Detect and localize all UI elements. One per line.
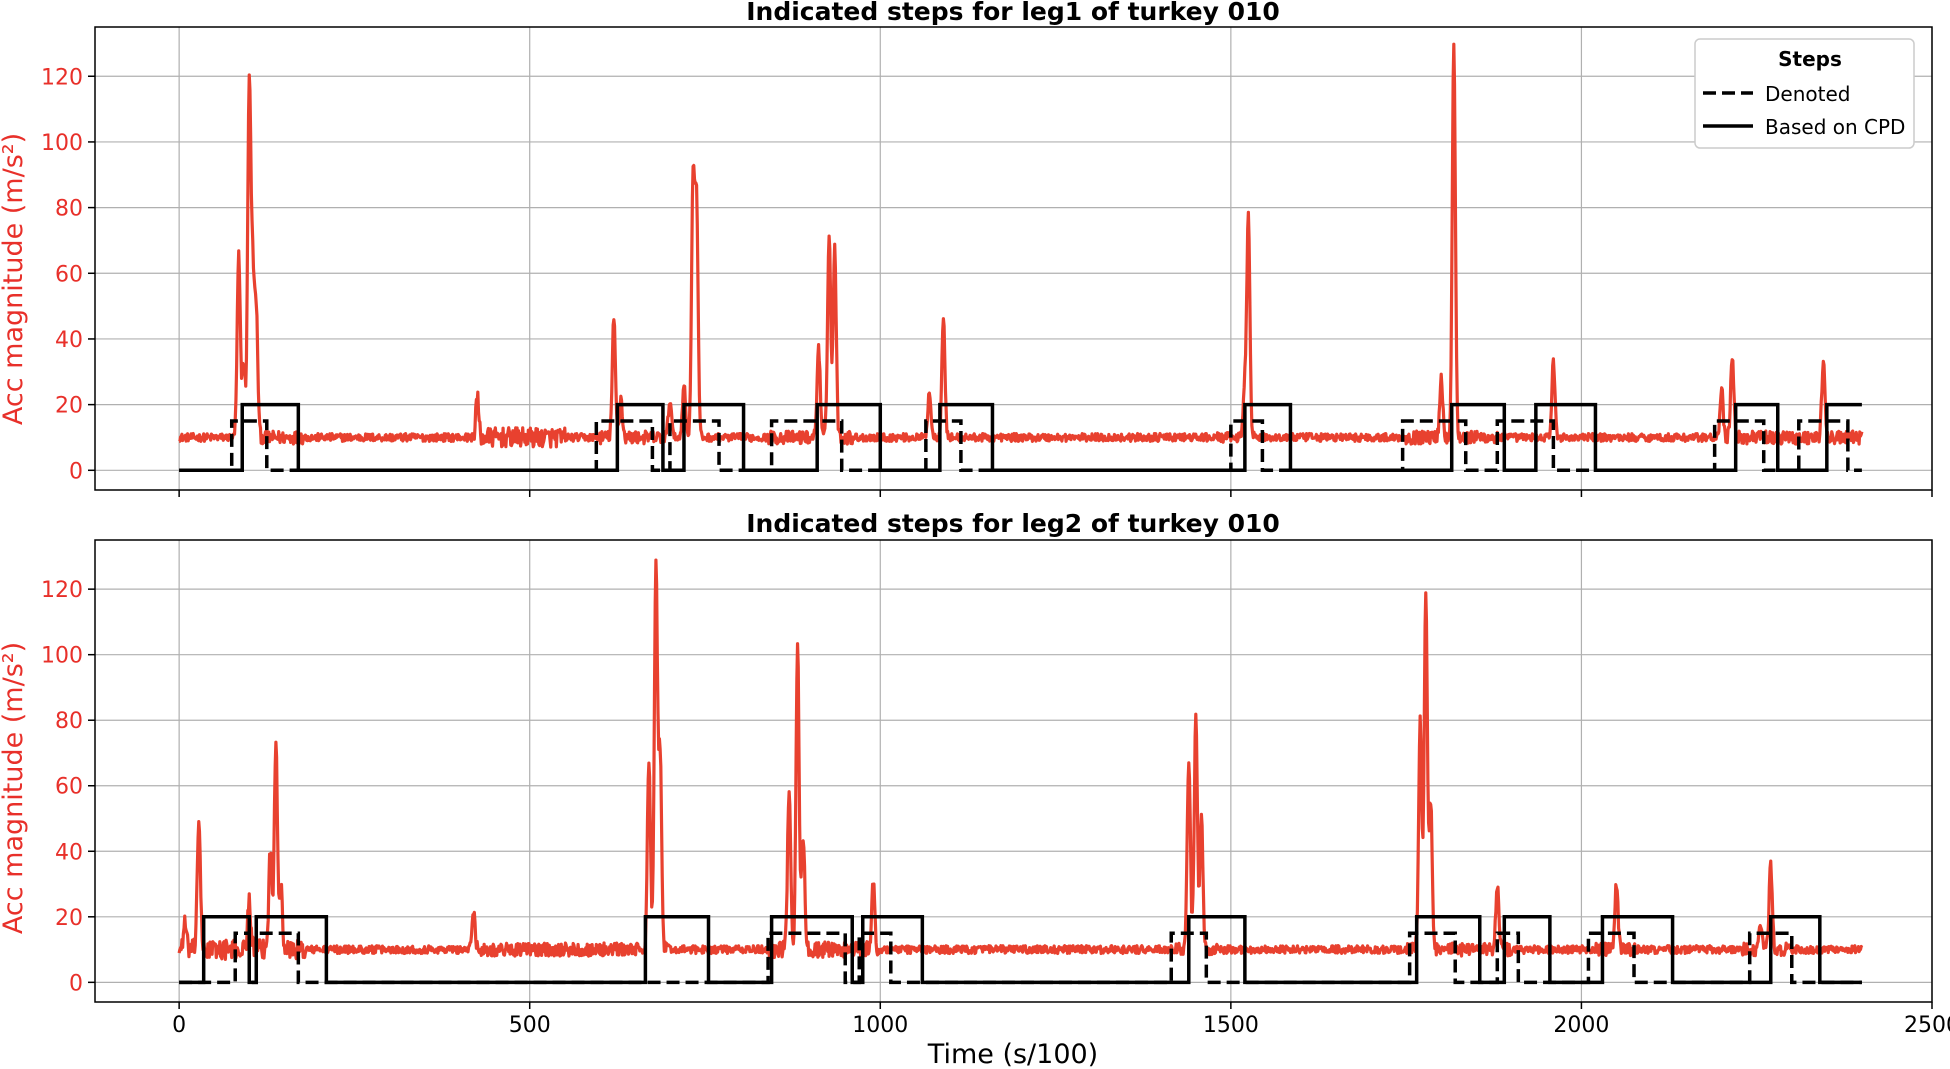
legend-entry-denoted: Denoted xyxy=(1765,82,1850,106)
x-axis-label: Time (s/100) xyxy=(927,1039,1098,1069)
y-tick-label: 100 xyxy=(41,644,83,669)
x-tick-label: 1500 xyxy=(1203,1013,1259,1038)
y-tick-label: 0 xyxy=(69,971,83,996)
acc-magnitude-line xyxy=(178,42,1864,449)
step-lines xyxy=(179,402,1862,473)
y-tick-label: 60 xyxy=(55,775,83,800)
y-tick-label: 100 xyxy=(41,131,83,156)
y-tick-label: 20 xyxy=(55,906,83,931)
y-ticks: 0 20 40 60 80 100 120 xyxy=(41,65,95,484)
legend-entry-cpd: Based on CPD xyxy=(1765,115,1905,139)
subplot-title: Indicated steps for leg2 of turkey 010 xyxy=(746,509,1280,538)
cpd-steps-line xyxy=(179,402,1862,473)
denoted-steps-line xyxy=(179,931,1862,985)
acc-signal xyxy=(177,558,1864,961)
y-tick-label: 40 xyxy=(55,328,83,353)
subplot-leg2: Indicated steps for leg2 of turkey 010 A… xyxy=(0,509,1950,1069)
y-axis-label: Acc magnitude (m/s²) xyxy=(0,642,29,934)
y-tick-label: 60 xyxy=(55,262,83,287)
x-tick-label: 500 xyxy=(509,1013,551,1038)
y-ticks: 0 20 40 60 80 100 120 xyxy=(41,578,95,996)
acc-magnitude-line xyxy=(177,558,1864,961)
y-tick-label: 0 xyxy=(69,459,83,484)
grid xyxy=(95,540,1933,1002)
plot-frame xyxy=(94,26,1933,491)
legend-box xyxy=(1694,38,1915,149)
cpd-steps-line xyxy=(179,915,1862,985)
legend: Steps Denoted Based on CPD xyxy=(1694,38,1915,149)
y-tick-label: 40 xyxy=(55,840,83,865)
y-axis-label: Acc magnitude (m/s²) xyxy=(0,133,29,425)
x-tick-label: 0 xyxy=(172,1013,186,1038)
x-tick-label: 2000 xyxy=(1553,1013,1609,1038)
y-tick-label: 80 xyxy=(55,709,83,734)
denoted-steps-line xyxy=(179,419,1862,473)
x-tick-label: 1000 xyxy=(852,1013,908,1038)
subplot-leg1: Indicated steps for leg1 of turkey 010 A… xyxy=(0,0,1933,497)
acc-signal xyxy=(178,42,1864,449)
y-tick-label: 80 xyxy=(55,197,83,222)
y-tick-label: 20 xyxy=(55,394,83,419)
y-tick-label: 120 xyxy=(41,578,83,603)
grid xyxy=(95,27,1933,490)
legend-title: Steps xyxy=(1778,47,1842,71)
x-ticks xyxy=(178,490,1933,497)
subplot-title: Indicated steps for leg1 of turkey 010 xyxy=(746,0,1280,26)
y-tick-label: 120 xyxy=(41,65,83,90)
step-lines xyxy=(179,915,1862,985)
plot-frame xyxy=(94,539,1933,1003)
